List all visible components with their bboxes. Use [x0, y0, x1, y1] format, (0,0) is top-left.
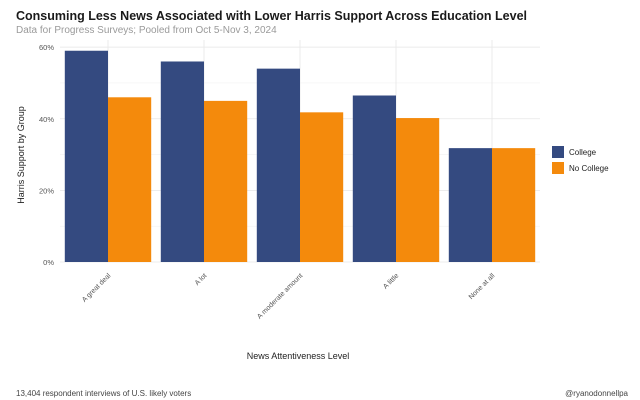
legend-swatch-college: [552, 146, 564, 158]
footer-author-handle: @ryanodonnellpa: [565, 389, 628, 398]
bars: [64, 50, 536, 263]
legend: College No College: [552, 144, 609, 176]
legend-label-no-college: No College: [569, 163, 609, 173]
chart-title: Consuming Less News Associated with Lowe…: [16, 9, 527, 23]
footer-source-note: 13,404 respondent interviews of U.S. lik…: [16, 389, 192, 398]
x-axis: A great deal A lot A moderate amount A litt…: [81, 272, 497, 320]
legend-swatch-no-college: [552, 162, 564, 174]
legend-label-college: College: [569, 147, 597, 157]
x-tick-label: A moderate amount: [256, 272, 304, 320]
bar-college: [448, 148, 492, 262]
bar-no-college: [300, 112, 344, 262]
y-tick-label: 60%: [39, 43, 54, 52]
chart-subtitle: Data for Progress Surveys; Pooled from O…: [16, 25, 277, 36]
bar-no-college: [108, 97, 152, 263]
y-tick-label: 0%: [43, 258, 54, 267]
bar-college: [352, 95, 396, 262]
bar-college: [160, 61, 204, 262]
bar-no-college: [492, 148, 536, 262]
legend-item-college: College: [552, 144, 609, 160]
bar-no-college: [204, 100, 248, 262]
x-tick-label: A little: [382, 272, 400, 290]
x-tick-label: A lot: [194, 272, 209, 287]
bar-no-college: [396, 118, 440, 262]
y-axis: 0% 20% 40% 60%: [39, 43, 54, 267]
y-tick-label: 40%: [39, 115, 54, 124]
bar-college: [64, 50, 108, 262]
x-axis-label: News Attentiveness Level: [247, 351, 350, 361]
y-axis-label: Harris Support by Group: [16, 106, 26, 204]
bar-college: [256, 68, 300, 262]
y-tick-label: 20%: [39, 186, 54, 195]
x-tick-label: A great deal: [81, 272, 113, 304]
x-tick-label: None at all: [468, 272, 497, 301]
legend-item-no-college: No College: [552, 160, 609, 176]
